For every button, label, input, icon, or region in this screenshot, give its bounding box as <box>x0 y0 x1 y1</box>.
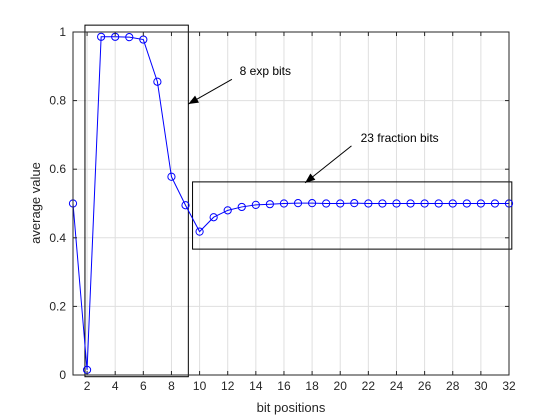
axis-ticks: 2 4 6 8 10 12 14 16 18 20 22 24 26 28 30 3200.20.40.60.… <box>49 25 516 393</box>
y-tick-label: 0.8 <box>49 94 66 108</box>
data-point <box>223 206 232 215</box>
data-point <box>406 199 415 208</box>
x-tick-label: 12 <box>221 379 235 393</box>
x-tick-label: 30 <box>474 379 488 393</box>
data-point <box>209 213 218 222</box>
axes-frame <box>72 31 510 376</box>
y-tick-label: 0.6 <box>49 162 66 176</box>
series-line <box>72 36 509 370</box>
x-tick-label: 10 <box>193 379 207 393</box>
x-tick-label: 14 <box>249 379 263 393</box>
annotation-arrow-head <box>305 173 316 183</box>
data-point <box>322 199 331 208</box>
annotation-arrow-head <box>188 95 200 105</box>
y-tick-label: 1 <box>59 25 66 39</box>
annotation-box <box>192 181 513 250</box>
x-axis-label: bit positions <box>257 400 326 415</box>
data-point <box>434 199 443 208</box>
x-tick-label: 26 <box>418 379 432 393</box>
x-tick-label: 8 <box>168 379 175 393</box>
data-point <box>378 199 387 208</box>
data-point <box>350 199 359 208</box>
data-point <box>364 199 373 208</box>
x-tick-label: 2 <box>84 379 91 393</box>
annotation-text: 23 fraction bits <box>361 131 439 145</box>
data-series <box>68 32 514 374</box>
data-point <box>167 172 176 181</box>
y-tick-label: 0 <box>59 368 66 382</box>
data-point <box>476 199 485 208</box>
data-point <box>181 201 190 210</box>
data-point <box>97 32 106 41</box>
x-tick-label: 28 <box>446 379 460 393</box>
x-tick-label: 6 <box>140 379 147 393</box>
y-tick-label: 0.2 <box>49 299 66 313</box>
data-point <box>293 199 303 208</box>
data-point <box>420 199 429 208</box>
y-axis-label: average value <box>28 162 43 244</box>
data-point <box>448 199 457 208</box>
x-tick-label: 24 <box>390 379 404 393</box>
data-point <box>307 199 317 208</box>
x-tick-label: 18 <box>305 379 319 393</box>
annotation-boxes <box>84 24 513 378</box>
data-point <box>153 77 162 86</box>
data-point <box>195 227 204 236</box>
data-point <box>392 199 401 208</box>
x-tick-label: 20 <box>334 379 348 393</box>
annotations: 8 exp bits 23 fraction bits <box>188 64 439 184</box>
x-tick-label: 22 <box>362 379 376 393</box>
annotation-text: 8 exp bits <box>240 64 291 78</box>
data-point <box>251 200 260 209</box>
x-tick-label: 32 <box>502 379 516 393</box>
x-tick-label: 4 <box>112 379 119 393</box>
data-point <box>125 33 134 42</box>
data-point <box>462 199 471 208</box>
data-point <box>237 202 246 212</box>
x-tick-label: 16 <box>277 379 291 393</box>
data-point <box>265 200 275 209</box>
data-point <box>490 199 500 208</box>
y-tick-label: 0.4 <box>49 231 66 245</box>
data-point <box>279 199 289 208</box>
annotation-box <box>84 24 189 378</box>
data-point <box>336 199 345 208</box>
